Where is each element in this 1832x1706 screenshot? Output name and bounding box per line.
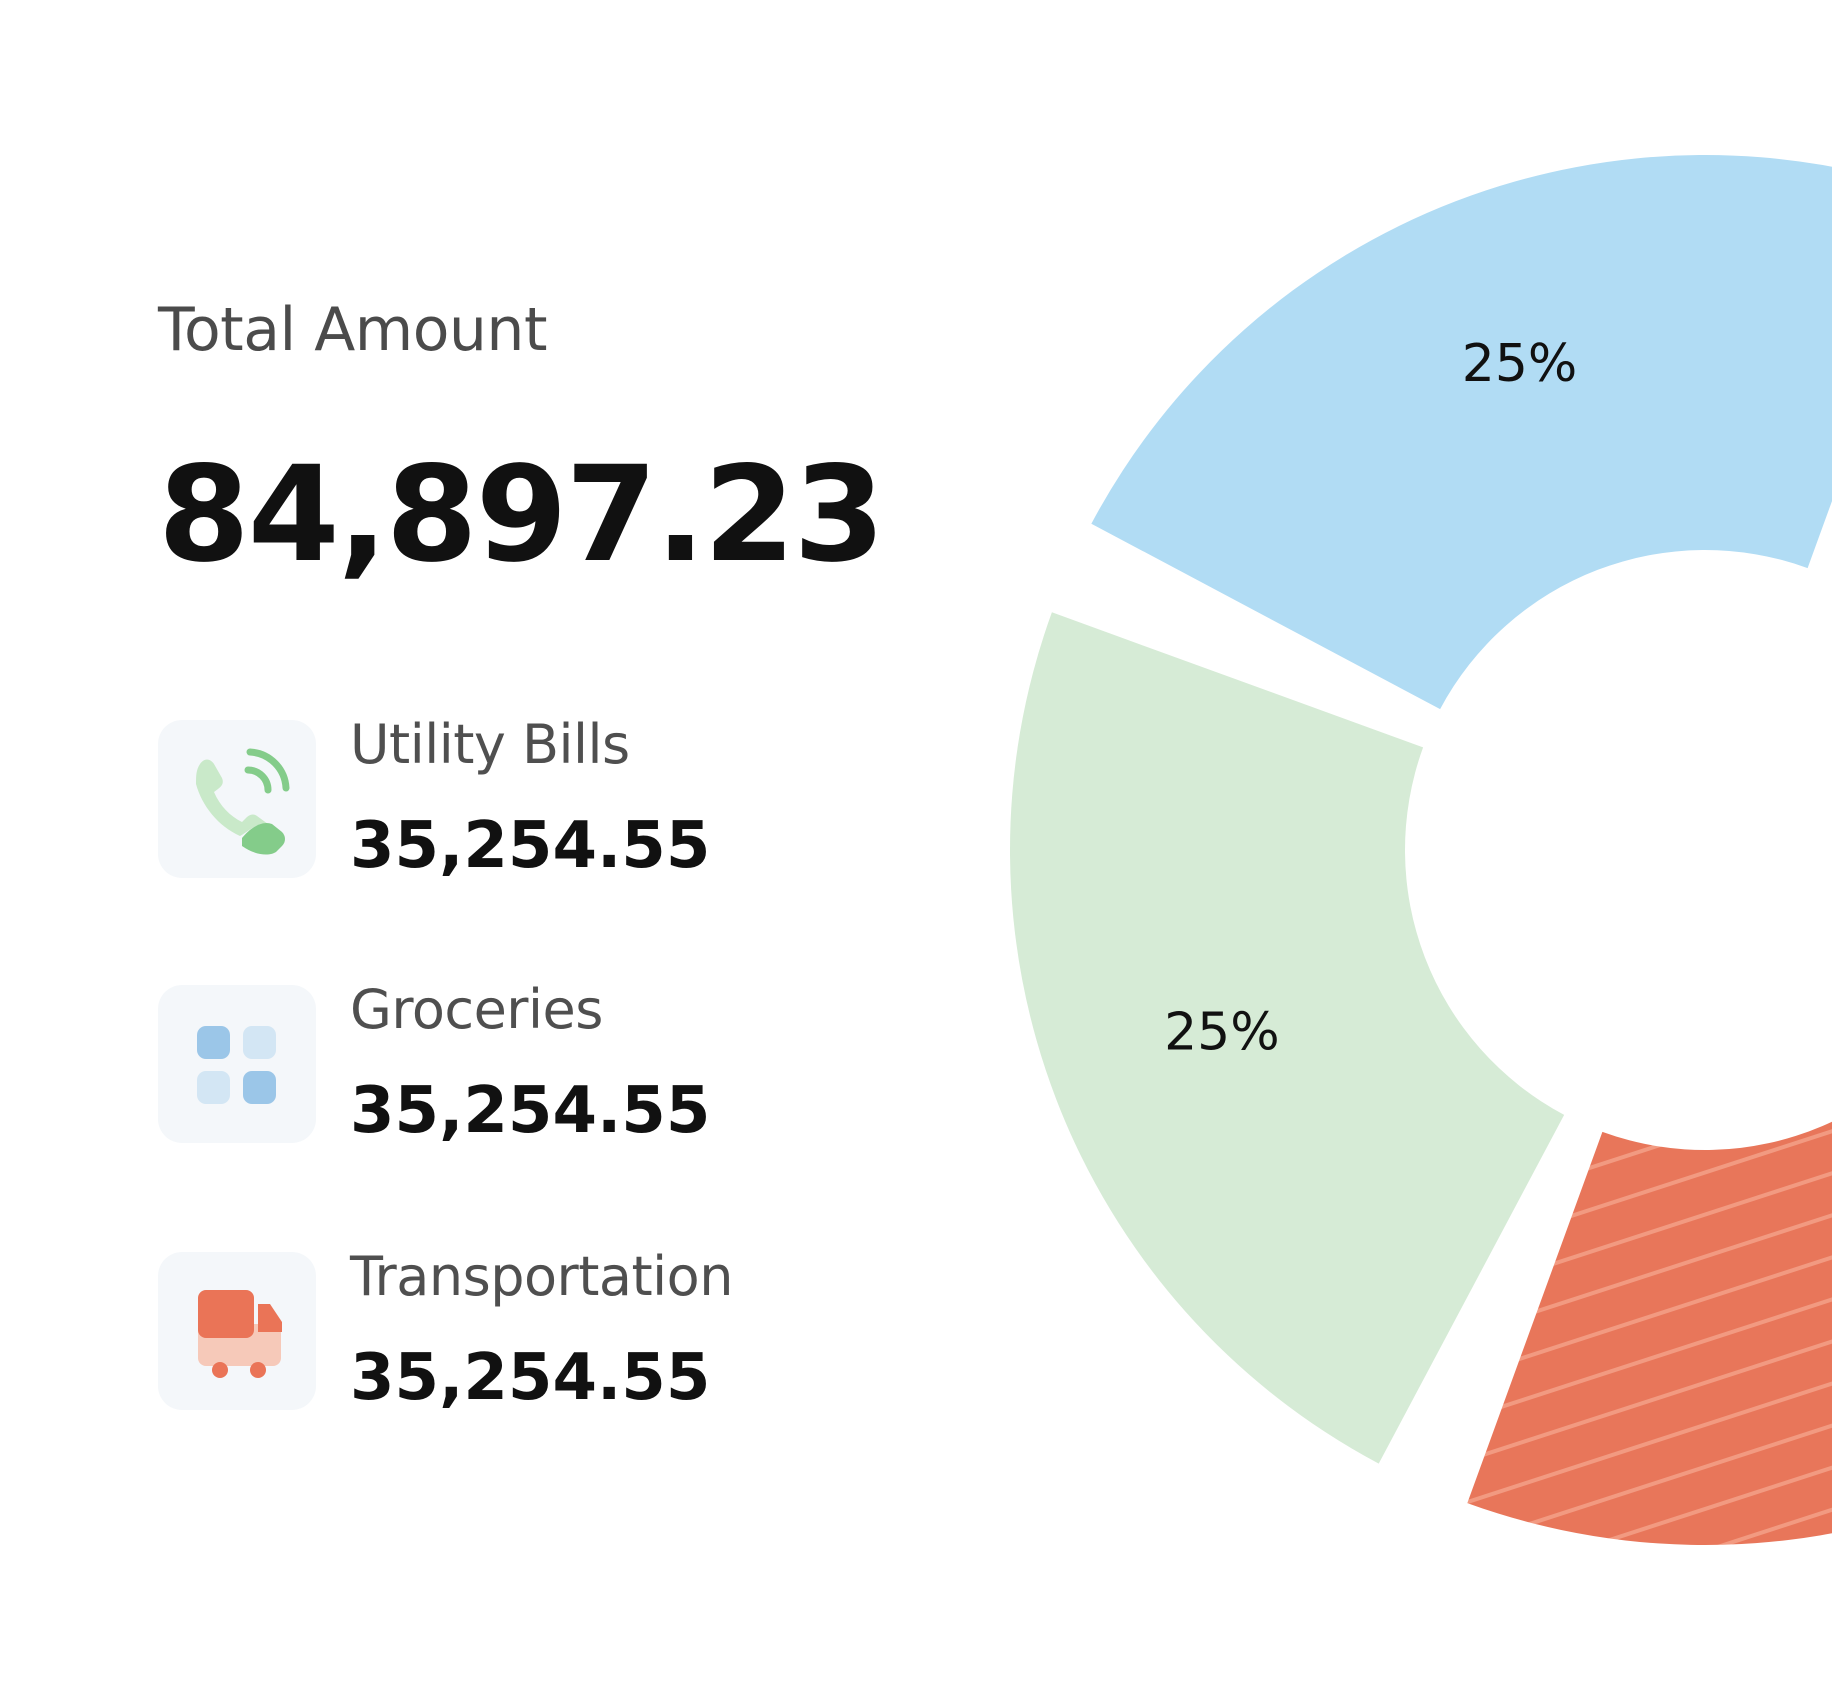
category-name: Groceries bbox=[350, 978, 603, 1041]
category-transportation[interactable]: Transportation 35,254.55 bbox=[158, 1245, 918, 1432]
category-utility-bills[interactable]: Utility Bills 35,254.55 bbox=[158, 713, 918, 900]
grid-apps-icon bbox=[158, 985, 316, 1143]
donut-slice-transportation[interactable] bbox=[1091, 155, 1832, 710]
category-amount: 35,254.55 bbox=[350, 1074, 711, 1148]
donut-slice-groceries[interactable] bbox=[1467, 236, 1832, 1546]
category-amount: 35,254.55 bbox=[350, 809, 711, 883]
category-amount: 35,254.55 bbox=[350, 1341, 711, 1415]
category-name: Utility Bills bbox=[350, 713, 630, 776]
donut-slice-label-transportation: 25% bbox=[1462, 334, 1578, 394]
delivery-truck-icon bbox=[158, 1252, 316, 1410]
category-name: Transportation bbox=[350, 1245, 733, 1308]
phone-call-icon bbox=[158, 720, 316, 878]
donut-slice-label-utility-bills: 25% bbox=[1164, 1002, 1280, 1062]
total-amount-label: Total Amount bbox=[158, 295, 547, 365]
category-groceries[interactable]: Groceries 35,254.55 bbox=[158, 978, 918, 1165]
donut-slice-utility-bills[interactable] bbox=[1009, 612, 1565, 1464]
total-amount-value: 84,897.23 bbox=[158, 438, 885, 592]
